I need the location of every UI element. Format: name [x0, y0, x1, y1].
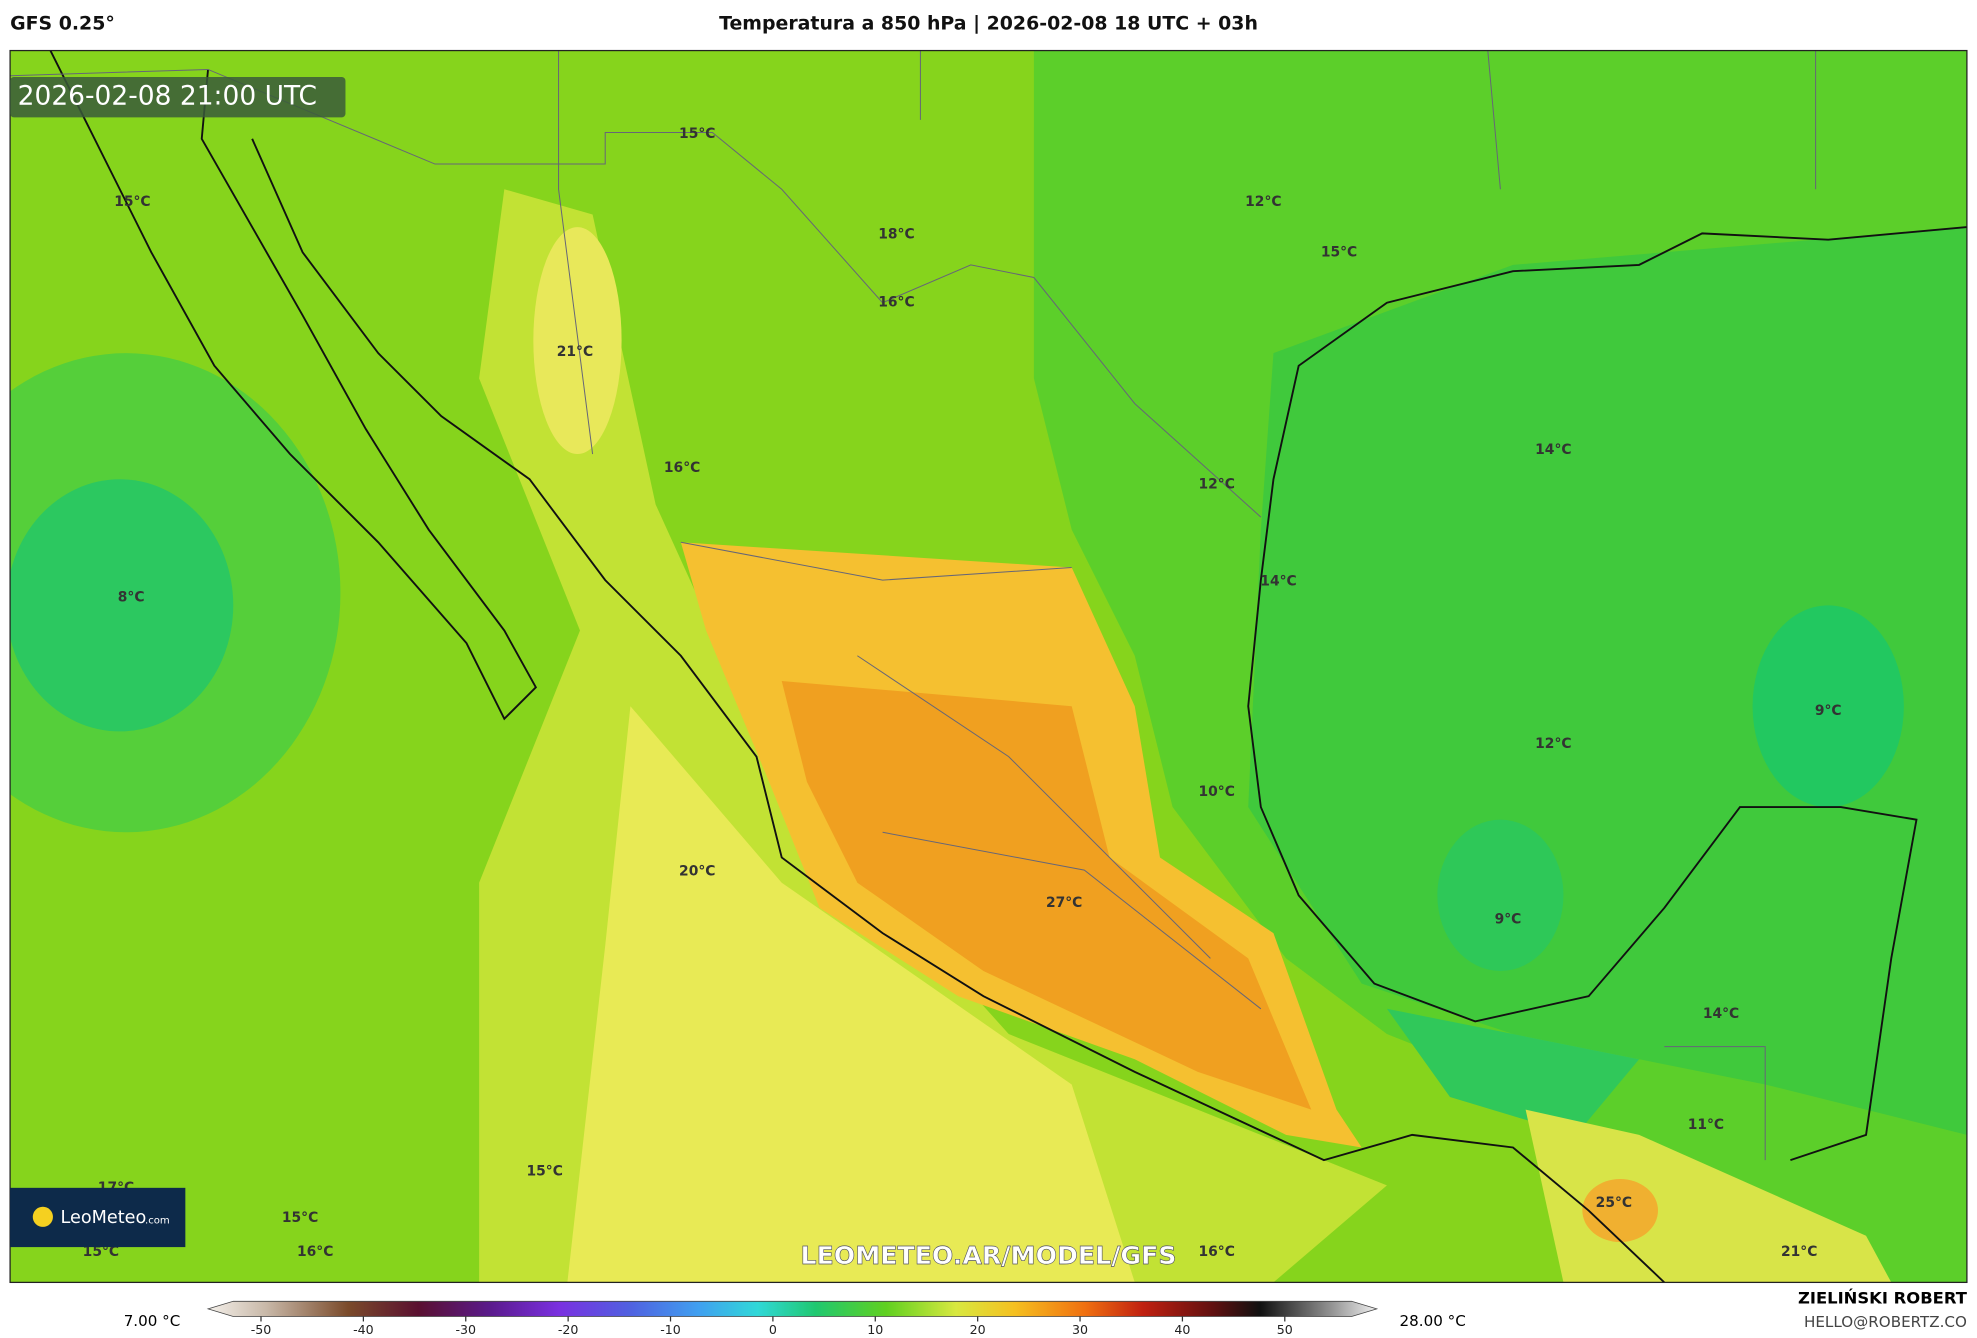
temperature-label: 8°C: [118, 590, 145, 606]
temperature-label: 15°C: [114, 194, 150, 210]
temperature-label: 27°C: [1046, 895, 1082, 911]
timestamp-box: [10, 77, 346, 118]
temperature-label: 12°C: [1199, 476, 1235, 492]
temperature-label: 25°C: [1596, 1195, 1632, 1211]
map: [10, 50, 1967, 1283]
colorbar-tick-label: 50: [1277, 1322, 1293, 1337]
temperature-label: 16°C: [297, 1244, 333, 1260]
temperature-label: 16°C: [1199, 1244, 1235, 1260]
colorbar-tick-label: 40: [1174, 1322, 1190, 1337]
colorbar-tick-label: -40: [353, 1322, 374, 1337]
temperature-label: 14°C: [1703, 1006, 1739, 1022]
author: ZIELIŃSKI ROBERT: [1798, 1288, 1968, 1307]
map-frame: [9, 49, 1968, 1284]
temperature-label: 14°C: [1535, 442, 1571, 458]
temperature-label: 16°C: [878, 295, 914, 311]
colorbar-tick-label: -20: [558, 1322, 579, 1337]
watermark: LEOMETEO.AR/MODEL/GFS: [801, 1241, 1177, 1270]
temperature-label: 21°C: [1781, 1244, 1817, 1260]
temperature-label: 11°C: [1688, 1117, 1724, 1133]
temperature-label: 15°C: [282, 1210, 318, 1226]
temperature-label: 10°C: [1199, 784, 1235, 800]
colorbar-tick-label: 0: [769, 1322, 777, 1337]
temperature-label: 15°C: [83, 1244, 119, 1260]
temperature-label: 15°C: [526, 1163, 562, 1179]
temperature-label: 16°C: [664, 460, 700, 476]
map-title: Temperatura a 850 hPa | 2026-02-08 18 UT…: [719, 13, 1258, 35]
temperature-label: 21°C: [557, 344, 593, 360]
colorbar: [206, 1300, 1379, 1317]
temperature-label: 9°C: [1495, 911, 1522, 927]
temperature-label: 14°C: [1260, 573, 1296, 589]
temperature-label: 12°C: [1245, 194, 1281, 210]
colorbar-min: 7.00 °C: [124, 1312, 181, 1330]
colorbar-tick-label: 20: [970, 1322, 986, 1337]
colorbar-max: 28.00 °C: [1400, 1312, 1466, 1330]
colorbar-tick-label: 30: [1072, 1322, 1088, 1337]
logo-suffix: .com: [145, 1216, 170, 1227]
temperature-label: 15°C: [679, 126, 715, 142]
colorbar-tick-label: 10: [867, 1322, 883, 1337]
temperature-label: 15°C: [1321, 244, 1357, 260]
temperature-label: 9°C: [1815, 703, 1842, 719]
temperature-label: 12°C: [1535, 736, 1571, 752]
temperature-label: 20°C: [679, 863, 715, 879]
temperature-label: 18°C: [878, 227, 914, 243]
colorbar-tick-label: -30: [455, 1322, 476, 1337]
logo-name: LeoMeteo: [61, 1208, 147, 1228]
contact: HELLO@ROBERTZ.CO: [1804, 1313, 1967, 1331]
colorbar-tick-label: -50: [251, 1322, 272, 1337]
timestamp: 2026-02-08 21:00 UTC: [18, 81, 317, 112]
logo-sun: [32, 1206, 53, 1227]
colorbar-tick-label: -10: [660, 1322, 681, 1337]
model-name: GFS 0.25°: [10, 13, 115, 35]
